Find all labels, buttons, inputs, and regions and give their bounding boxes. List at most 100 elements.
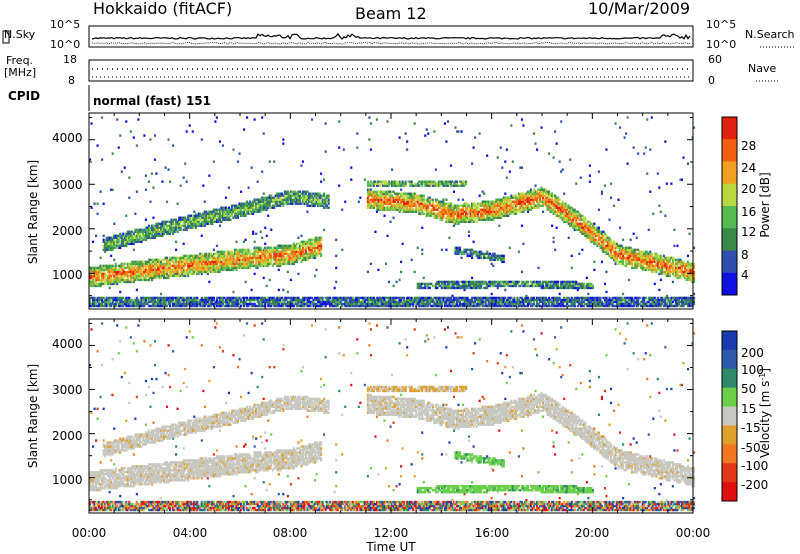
- power-cell: [211, 270, 214, 274]
- power-cell: [89, 284, 92, 288]
- power-cell: [241, 212, 244, 215]
- power-cell: [220, 254, 223, 258]
- power-cell: [167, 230, 170, 234]
- power-cell: [312, 254, 315, 258]
- power-cell: [276, 300, 279, 304]
- power-cell: [292, 304, 295, 308]
- power-cell: [262, 258, 265, 262]
- power-cell: [176, 296, 179, 300]
- power-cell: [126, 296, 129, 300]
- power-cell: [209, 300, 212, 304]
- power-cell: [200, 298, 203, 302]
- power-cell: [197, 258, 200, 262]
- power-cell: [214, 208, 217, 211]
- power-cell: [181, 264, 184, 268]
- power-cell: [286, 262, 289, 266]
- power-cell: [132, 300, 135, 304]
- power-cell: [149, 268, 152, 272]
- power-cell: [179, 296, 182, 300]
- power-cell: [190, 266, 193, 270]
- power-cell: [175, 220, 178, 223]
- power-cell: [152, 228, 155, 231]
- power-cell: [162, 258, 166, 262]
- power-cell: [153, 298, 157, 302]
- power-cell: [273, 262, 276, 266]
- power-cell: [268, 260, 271, 264]
- power-cell: [150, 234, 154, 238]
- power-cell: [295, 198, 298, 201]
- power-cell: [244, 202, 247, 205]
- power-cell: [113, 304, 116, 308]
- power-cell: [292, 242, 295, 246]
- power-cell: [111, 188, 114, 191]
- power-cell: [403, 296, 406, 300]
- power-cell: [93, 302, 96, 306]
- power-cell: [116, 234, 119, 238]
- power-cell: [220, 250, 223, 254]
- power-cell: [104, 276, 107, 280]
- power-cell: [135, 144, 138, 147]
- power-cell: [212, 218, 215, 221]
- power-cell: [129, 266, 132, 270]
- power-cell: [169, 296, 172, 300]
- power-cell: [212, 302, 215, 306]
- power-cell: [200, 296, 203, 300]
- power-cell: [128, 300, 131, 304]
- power-cell: [317, 246, 320, 250]
- power-cell: [128, 196, 131, 199]
- power-cell: [259, 304, 262, 308]
- power-cell: [304, 250, 308, 254]
- power-cell: [292, 250, 295, 254]
- power-cell: [244, 300, 247, 304]
- power-cell: [93, 266, 96, 270]
- power-cell: [342, 148, 345, 151]
- power-cell: [276, 302, 279, 306]
- power-cell: [199, 298, 202, 302]
- power-cell: [197, 270, 200, 274]
- power-cell: [238, 258, 241, 262]
- power-cell: [159, 300, 163, 304]
- power-cell: [289, 194, 292, 197]
- power-cell: [159, 234, 163, 238]
- power-cell: [279, 304, 282, 308]
- power-cell: [289, 252, 292, 256]
- power-cell: [161, 300, 164, 304]
- power-cell: [268, 200, 271, 203]
- power-cell: [108, 238, 111, 242]
- power-cell: [259, 248, 262, 252]
- power-cell: [209, 302, 212, 306]
- power-cell: [267, 304, 270, 308]
- power-cell: [126, 278, 129, 282]
- power-cell: [119, 270, 122, 274]
- power-cell: [108, 274, 111, 278]
- power-cell: [89, 276, 92, 280]
- power-cell: [307, 300, 311, 304]
- power-cell: [173, 256, 176, 260]
- power-cell: [108, 272, 111, 276]
- power-cell: [235, 248, 238, 252]
- power-cell: [158, 296, 161, 300]
- power-cell: [122, 300, 125, 304]
- power-cell: [238, 298, 241, 302]
- power-cell: [126, 270, 129, 274]
- freq-tick-bottom: 8: [68, 74, 75, 87]
- power-cell: [226, 268, 229, 272]
- power-cell: [122, 278, 125, 282]
- power-cell: [153, 224, 157, 227]
- power-cell: [152, 216, 155, 219]
- power-cell: [235, 300, 238, 304]
- power-cell: [240, 266, 243, 270]
- power-cell: [110, 274, 113, 278]
- power-cell: [125, 234, 128, 238]
- power-cell: [233, 216, 237, 219]
- power-cell: [104, 240, 107, 244]
- power-cell: [172, 260, 175, 264]
- power-cell: [264, 300, 267, 304]
- power-cell: [250, 212, 253, 215]
- power-cell: [312, 196, 315, 199]
- power-cell: [369, 262, 372, 266]
- power-cell: [209, 256, 212, 260]
- power-cell: [140, 300, 143, 304]
- power-cell: [255, 256, 258, 260]
- power-cell: [235, 240, 238, 244]
